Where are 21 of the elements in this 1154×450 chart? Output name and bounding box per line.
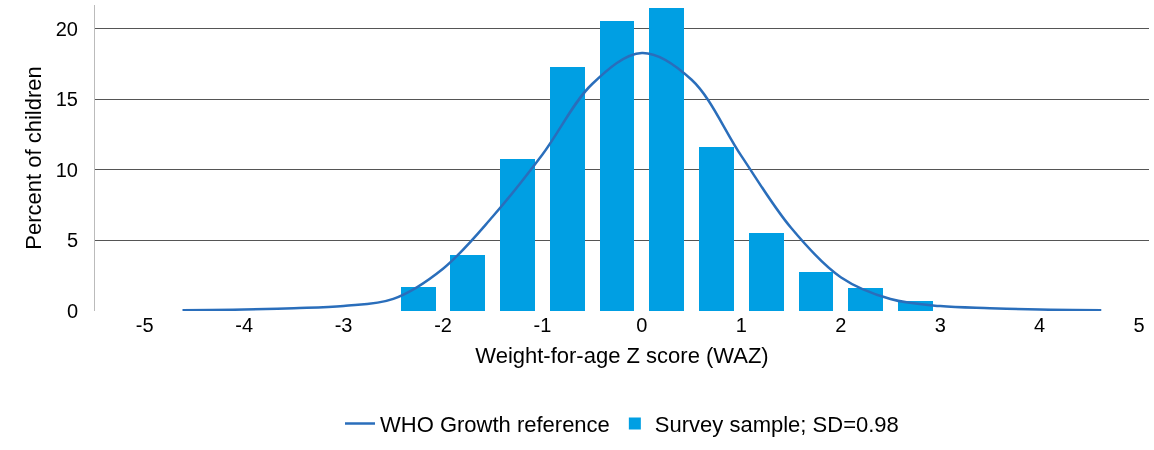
- y-tick-label: 0: [66, 300, 78, 322]
- x-tick-label: 4: [1034, 314, 1046, 336]
- x-tick-label: -5: [135, 314, 154, 336]
- y-axis-title: Percent of children: [20, 66, 46, 250]
- x-tick-label: 2: [835, 314, 847, 336]
- x-axis-title: Weight-for-age Z score (WAZ): [475, 342, 769, 368]
- y-tick-label: 10: [55, 158, 78, 181]
- line-series: [181, 51, 1103, 311]
- x-tick-label: -1: [533, 314, 552, 336]
- x-tick-label: 0: [636, 314, 648, 336]
- x-tick-label: 5: [1133, 314, 1145, 336]
- x-tick-label: -2: [434, 314, 452, 336]
- legend-label: WHO Growth reference: [380, 412, 610, 438]
- x-tick-label: -4: [235, 314, 254, 336]
- y-tick-label: 20: [55, 17, 78, 40]
- x-tick-label: 3: [934, 314, 946, 336]
- x-tick-label: 1: [735, 314, 747, 336]
- y-tick-label: 5: [66, 229, 78, 252]
- legend-label: Survey sample; SD=0.98: [654, 412, 899, 438]
- x-tick-label: -3: [334, 314, 353, 336]
- y-tick-label: 15: [55, 88, 78, 111]
